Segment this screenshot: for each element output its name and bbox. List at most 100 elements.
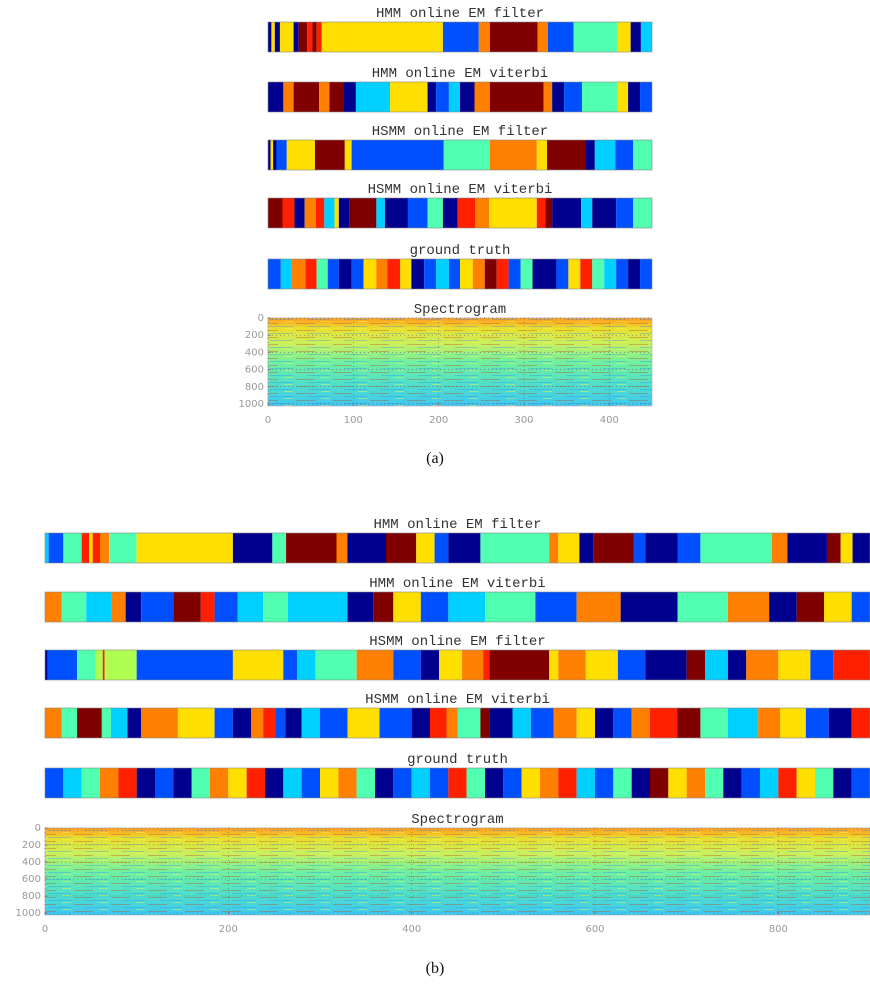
state-segment — [279, 22, 294, 52]
x-tick-label: 800 — [769, 924, 788, 935]
y-tick-label: 400 — [22, 857, 41, 868]
state-segment — [344, 140, 352, 170]
state-segment — [45, 592, 62, 622]
state-segment — [291, 259, 306, 289]
state-segment — [436, 82, 449, 112]
state-segment — [228, 768, 247, 798]
state-segment — [536, 198, 546, 228]
y-tick-label: 0 — [258, 313, 264, 324]
state-segment — [232, 650, 284, 680]
state-segment — [810, 650, 834, 680]
state-segment — [101, 708, 111, 738]
state-segment — [760, 768, 779, 798]
state-segment — [508, 259, 521, 289]
state-segment — [109, 533, 137, 563]
state-segment — [45, 650, 48, 680]
state-segment — [536, 140, 548, 170]
state-segment — [430, 768, 449, 798]
state-segment — [77, 708, 102, 738]
state-segment — [268, 82, 284, 112]
state-segment — [544, 259, 557, 289]
state-segment — [315, 198, 325, 228]
state-segment — [316, 22, 322, 52]
state-segment — [556, 259, 569, 289]
state-segment — [45, 533, 49, 563]
state-segment — [650, 708, 678, 738]
state-segment — [851, 768, 870, 798]
state-segment — [263, 592, 288, 622]
state-segment — [386, 533, 417, 563]
x-tick-label: 300 — [514, 415, 533, 426]
state-segment — [92, 533, 100, 563]
state-segment — [640, 82, 652, 112]
state-segment — [347, 533, 386, 563]
state-segment — [363, 259, 377, 289]
state-segment — [210, 768, 229, 798]
spectrogram-title: Spectrogram — [411, 812, 503, 828]
state-segment — [424, 259, 437, 289]
state-segment — [276, 140, 287, 170]
state-segment — [705, 768, 724, 798]
state-segment — [628, 82, 641, 112]
state-segment — [512, 708, 531, 738]
state-segment — [268, 259, 281, 289]
state-segment — [47, 650, 78, 680]
state-segment — [595, 768, 614, 798]
state-segment — [851, 592, 870, 622]
state-segment — [312, 22, 317, 52]
state-segment — [645, 533, 678, 563]
state-segment — [321, 22, 443, 52]
state-segment — [355, 82, 391, 112]
state-segment — [141, 592, 174, 622]
state-segment — [474, 82, 490, 112]
state-segment — [593, 533, 634, 563]
state-segment — [304, 198, 316, 228]
state-segment — [407, 198, 428, 228]
state-segment — [530, 708, 554, 738]
y-tick-label: 200 — [245, 330, 264, 341]
state-segment — [387, 259, 401, 289]
state-segment — [796, 768, 815, 798]
state-segment — [320, 768, 339, 798]
state-segment — [815, 768, 834, 798]
state-segment — [535, 592, 577, 622]
state-segment — [63, 533, 82, 563]
state-segment — [558, 650, 586, 680]
state-segment — [457, 198, 476, 228]
state-segment — [393, 592, 421, 622]
state-segment — [315, 650, 357, 680]
x-tick-label: 400 — [402, 924, 421, 935]
state-segment — [191, 768, 210, 798]
y-tick-label: 600 — [22, 874, 41, 885]
state-segment — [246, 768, 265, 798]
state-segment — [778, 650, 811, 680]
state-segment — [478, 22, 490, 52]
state-segment — [127, 708, 142, 738]
state-segment — [457, 708, 481, 738]
state-segment — [327, 259, 339, 289]
state-segment — [283, 650, 298, 680]
state-segment — [480, 708, 490, 738]
state-segment — [351, 259, 364, 289]
state-segment — [111, 592, 126, 622]
state-segment — [581, 198, 593, 228]
y-tick-label: 0 — [35, 823, 41, 834]
state-segment — [376, 198, 385, 228]
state-segment — [276, 708, 286, 738]
state-segment — [274, 22, 280, 52]
state-segment — [336, 533, 348, 563]
state-segment — [633, 140, 652, 170]
state-segment — [592, 198, 617, 228]
y-tick-label: 1000 — [16, 908, 41, 919]
bar-frame — [267, 21, 653, 53]
state-segment — [727, 592, 770, 622]
state-segment — [668, 768, 687, 798]
state-segment — [349, 198, 377, 228]
state-segment — [771, 533, 788, 563]
state-segment — [568, 259, 581, 289]
state-segment — [293, 22, 299, 52]
state-segment — [549, 650, 559, 680]
state-segment — [393, 768, 412, 798]
state-segment — [585, 650, 618, 680]
